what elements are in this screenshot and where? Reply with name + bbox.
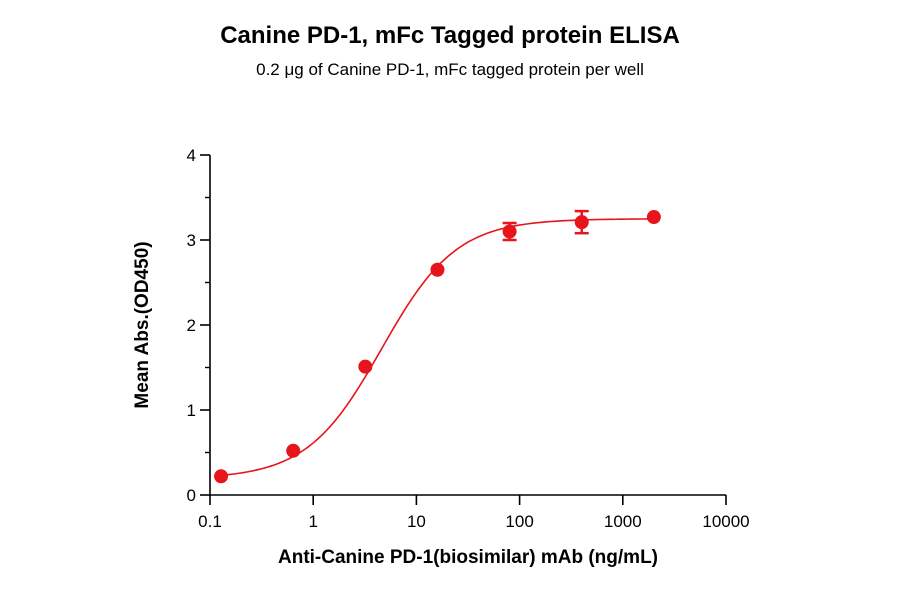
data-point (286, 444, 300, 458)
x-tick-label: 1 (308, 512, 317, 531)
y-tick-label: 2 (187, 316, 196, 335)
data-point (503, 225, 517, 239)
data-point (430, 263, 444, 277)
x-tick-label: 1000 (604, 512, 642, 531)
x-tick-label: 10000 (702, 512, 749, 531)
x-axis-label: Anti-Canine PD-1(biosimilar) mAb (ng/mL) (278, 547, 658, 568)
x-tick-label: 0.1 (198, 512, 222, 531)
y-tick-label: 4 (187, 146, 196, 165)
x-tick-label: 10 (407, 512, 426, 531)
axes: 0 1 2 3 4 0.1 1 10 100 1000 10000 (187, 146, 750, 531)
fit-curve (221, 219, 654, 475)
fit-curve-group (221, 219, 654, 475)
data-point (647, 210, 661, 224)
data-points-group (214, 210, 661, 483)
data-point (575, 215, 589, 229)
data-point (214, 469, 228, 483)
data-point (358, 360, 372, 374)
y-tick-label: 0 (187, 486, 196, 505)
y-tick-label: 3 (187, 231, 196, 250)
y-tick-label: 1 (187, 401, 196, 420)
y-axis-label: Mean Abs.(OD450) (132, 241, 153, 408)
x-tick-label: 100 (505, 512, 533, 531)
